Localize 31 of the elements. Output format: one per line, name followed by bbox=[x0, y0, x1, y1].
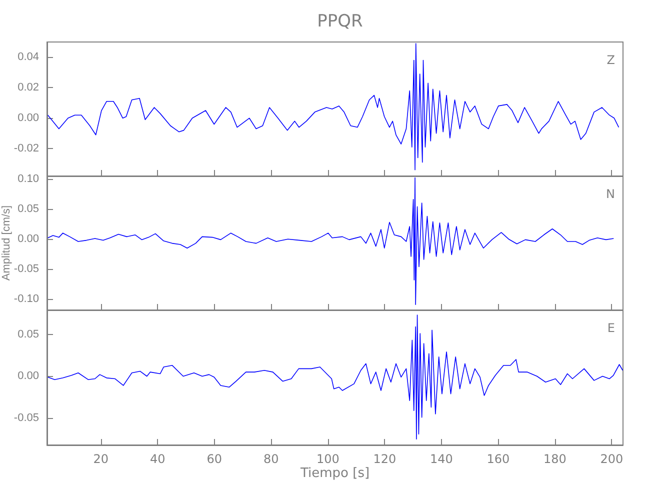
x-axis-title: Tiempo [s] bbox=[299, 466, 370, 481]
y-tick-label: 0.05 bbox=[18, 203, 39, 216]
x-tick-label: 180 bbox=[543, 452, 566, 466]
chart-title: PPQR bbox=[317, 12, 364, 32]
text: E bbox=[607, 321, 616, 335]
x-tick-label: 20 bbox=[93, 452, 109, 466]
x-tick-label: 80 bbox=[264, 452, 279, 466]
y-tick-label: -0.02 bbox=[14, 142, 39, 155]
y-tick-label: -0.05 bbox=[14, 412, 39, 424]
x-tick-label: 200 bbox=[600, 452, 624, 466]
text: Z bbox=[606, 53, 616, 67]
y-tick-label: -0.05 bbox=[14, 263, 39, 276]
line-series bbox=[47, 314, 624, 440]
y-tick-label: 0.00 bbox=[18, 370, 39, 382]
y-tick-label: 0.00 bbox=[18, 233, 39, 246]
y-tick-label: 0.02 bbox=[18, 82, 39, 94]
text: N bbox=[606, 187, 616, 201]
x-tick-label: 120 bbox=[373, 452, 396, 466]
x-tick-label: 160 bbox=[486, 452, 510, 466]
line-series bbox=[47, 177, 614, 305]
y-tick-label: 0.00 bbox=[18, 112, 39, 124]
y-tick-label: -0.10 bbox=[14, 293, 39, 306]
x-tick-label: 60 bbox=[206, 452, 222, 466]
x-tick-label: 100 bbox=[316, 452, 340, 466]
y-axis-title: Amplitud [cm/s] bbox=[0, 205, 12, 281]
x-tick-label: 40 bbox=[150, 452, 166, 466]
line-series bbox=[47, 43, 620, 170]
y-tick-label: 0.10 bbox=[18, 173, 39, 186]
y-tick-label: 0.05 bbox=[18, 328, 39, 340]
x-tick-label: 140 bbox=[430, 452, 453, 466]
y-tick-label: 0.04 bbox=[18, 51, 39, 64]
